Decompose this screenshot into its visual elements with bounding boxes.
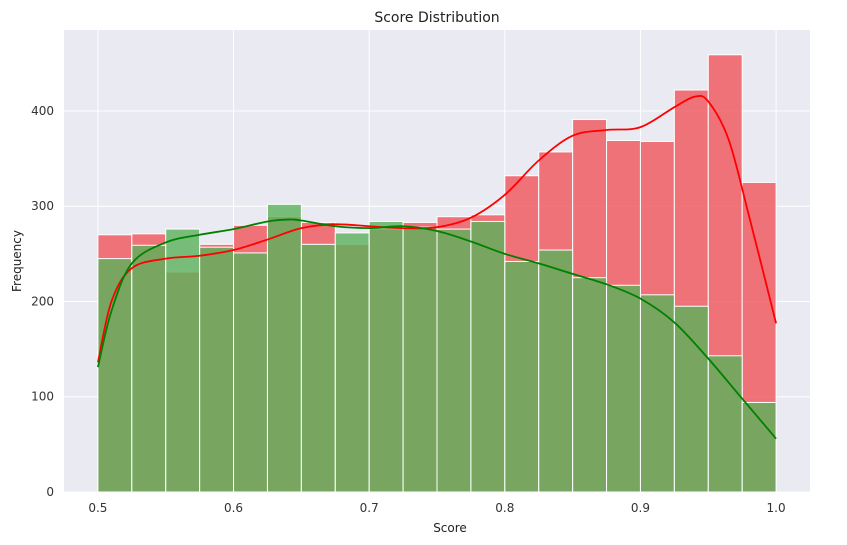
chart-title: Score Distribution xyxy=(374,10,499,26)
series-1-bar-18 xyxy=(707,355,743,493)
series-1-bar-7 xyxy=(334,232,370,493)
x-tick-label-4: 0.9 xyxy=(631,501,650,515)
series-1-bar-11 xyxy=(470,220,506,493)
y-tick-label-3: 300 xyxy=(31,199,54,213)
series-1-bar-17 xyxy=(673,305,709,493)
x-tick-label-2: 0.7 xyxy=(360,501,379,515)
y-tick-label-1: 100 xyxy=(31,390,54,404)
series-1-bar-10 xyxy=(436,228,472,493)
series-0-kde-line xyxy=(97,94,777,363)
series-1-bar-12 xyxy=(504,260,540,493)
x-tick-label-5: 1.0 xyxy=(767,501,786,515)
tick-labels: 0.5 0.6 0.7 0.8 0.9 1.0 0 100 200 300 400 xyxy=(31,104,786,515)
series-1-bar-15 xyxy=(606,284,641,493)
series-1-bar-4 xyxy=(233,252,268,493)
series-1-bar-14 xyxy=(572,277,608,493)
series-1-bar-1 xyxy=(131,244,167,493)
series-1-bar-9 xyxy=(402,226,438,493)
y-tick-label-4: 400 xyxy=(31,104,54,118)
series-1-bar-5 xyxy=(266,203,302,493)
kde-curves xyxy=(97,94,777,440)
series-1-bars xyxy=(97,203,777,493)
x-tick-label-3: 0.8 xyxy=(495,501,514,515)
x-tick-label-1: 0.6 xyxy=(224,501,243,515)
y-tick-label-0: 0 xyxy=(46,485,54,499)
series-1-bar-2 xyxy=(165,228,201,493)
histogram-bars xyxy=(97,54,777,493)
y-tick-label-2: 200 xyxy=(31,294,54,308)
series-1-bar-13 xyxy=(538,249,574,493)
series-1-bar-3 xyxy=(199,246,235,493)
series-1-bar-6 xyxy=(300,243,336,493)
x-axis-label: Score xyxy=(433,521,467,535)
series-1-bar-16 xyxy=(639,294,675,493)
series-1-kde-line xyxy=(97,218,777,440)
series-1-bar-0 xyxy=(97,258,133,493)
series-1-bar-8 xyxy=(368,220,404,493)
x-tick-label-0: 0.5 xyxy=(88,501,107,515)
series-1-bar-19 xyxy=(741,401,777,493)
y-axis-label: Frequency xyxy=(10,230,24,292)
